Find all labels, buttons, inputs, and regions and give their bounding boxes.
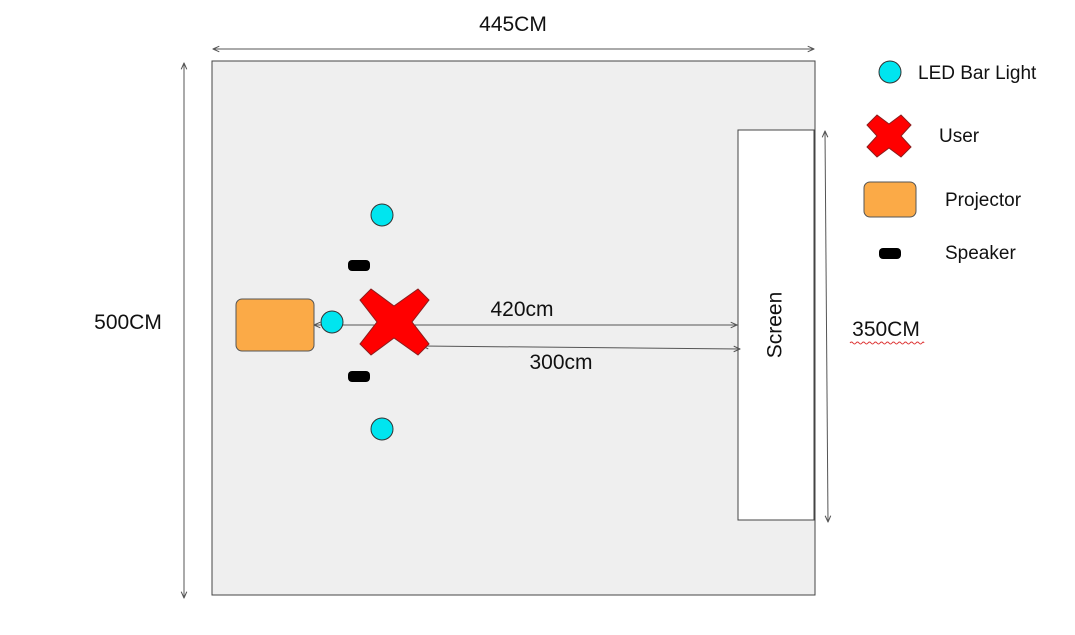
- led-bar-light-center: [320, 310, 344, 334]
- projector: [235, 298, 315, 352]
- legend-led-icon: [878, 60, 902, 84]
- screen-width-label: 350CM: [852, 318, 920, 341]
- distance-300-label: 300cm: [529, 351, 592, 374]
- speaker-bottom: [348, 371, 370, 382]
- screen-label: Screen: [764, 292, 787, 359]
- legend-projector-icon: [863, 181, 917, 218]
- room-height-label: 500CM: [94, 311, 162, 334]
- legend-led-label: LED Bar Light: [918, 63, 1037, 84]
- legend: LED Bar Light User Projector Speaker: [863, 60, 1037, 264]
- user-marker: [359, 288, 430, 356]
- distance-420-label: 420cm: [490, 298, 553, 321]
- legend-speaker-icon: [879, 248, 901, 259]
- legend-projector-label: Projector: [945, 190, 1022, 211]
- led-bar-light-bottom: [370, 417, 394, 441]
- legend-user-label: User: [939, 126, 980, 147]
- speaker-top: [348, 260, 370, 271]
- legend-user-icon: [866, 114, 912, 158]
- screen-width-arrow: [825, 131, 828, 522]
- led-bar-light-top: [370, 203, 394, 227]
- screen: [737, 129, 815, 521]
- legend-speaker-label: Speaker: [945, 243, 1016, 264]
- spellcheck-underline: [849, 341, 925, 345]
- room-width-label: 445CM: [479, 13, 547, 36]
- distance-300-arrow: [422, 346, 740, 349]
